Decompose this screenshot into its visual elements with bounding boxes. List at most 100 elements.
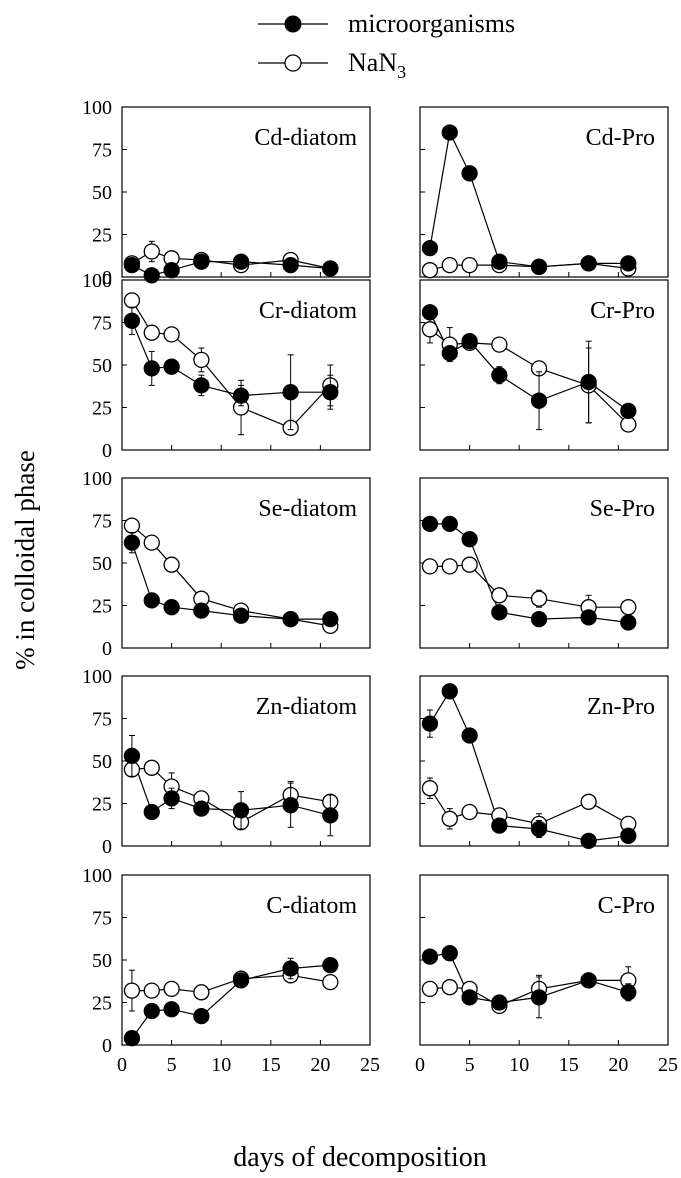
point-microorganisms [232, 253, 250, 270]
point-nan3 [491, 336, 508, 353]
point-microorganisms [123, 1030, 141, 1047]
x-tick-label: 5 [465, 1054, 475, 1076]
legend-open-label-base: NaN [348, 48, 397, 77]
point-nan3 [421, 558, 439, 575]
point-microorganisms [143, 267, 160, 284]
point-nan3 [461, 803, 478, 821]
series-line-nan3 [429, 787, 629, 825]
point-microorganisms [461, 333, 478, 350]
panel-title: Cd-diatom [254, 125, 357, 151]
point-nan3 [530, 590, 548, 607]
point-microorganisms [491, 367, 508, 384]
point-microorganisms [580, 972, 597, 989]
point-microorganisms [491, 994, 508, 1011]
panel-title: Se-diatom [258, 496, 357, 522]
y-tick-label: 0 [102, 1035, 112, 1057]
series-line-nan3 [429, 979, 629, 1007]
panel-zn-pro: Zn-Pro [419, 675, 669, 850]
point-microorganisms [123, 256, 141, 274]
y-tick-label: 0 [102, 440, 112, 462]
point-microorganisms [530, 820, 548, 838]
series-line-nan3 [429, 262, 629, 271]
point-microorganisms [163, 262, 180, 279]
x-axis-label: days of decomposition [233, 1142, 487, 1173]
point-microorganisms [322, 384, 339, 401]
y-tick-label: 0 [102, 638, 112, 660]
point-microorganisms [461, 727, 478, 744]
point-microorganisms [580, 255, 597, 272]
point-microorganisms [421, 515, 439, 533]
point-nan3 [163, 980, 180, 998]
point-nan3 [143, 243, 160, 260]
x-tick-label: 25 [360, 1054, 380, 1076]
point-nan3 [441, 558, 458, 575]
point-microorganisms [232, 802, 250, 819]
y-tick-label: 0 [102, 836, 112, 858]
point-microorganisms [441, 124, 458, 141]
point-microorganisms [461, 531, 478, 548]
y-tick-label: 75 [92, 709, 112, 731]
panel-se-diatom: 0 25 50 75 100 Se-diatom [82, 468, 371, 660]
x-tick-label: 20 [310, 1054, 330, 1076]
point-nan3 [123, 982, 141, 999]
point-microorganisms [441, 945, 458, 962]
y-tick-label: 25 [92, 794, 112, 816]
point-microorganisms [441, 683, 458, 700]
x-tick-label: 0 [415, 1054, 425, 1076]
y-tick-label: 50 [92, 355, 112, 377]
y-tick-label: 50 [92, 950, 112, 972]
y-tick-label: 75 [92, 908, 112, 930]
legend-filled-label: microorganisms [348, 9, 515, 38]
x-tick-label: 10 [509, 1054, 529, 1076]
x-tick-label: 15 [559, 1054, 579, 1076]
legend: microorganisms NaN3 [258, 9, 515, 82]
x-tick-label: 15 [261, 1054, 281, 1076]
series-line-microorganisms [429, 312, 629, 412]
point-microorganisms [620, 402, 637, 420]
y-tick-label: 100 [82, 865, 112, 887]
point-microorganisms [282, 797, 299, 814]
legend-open-label: NaN3 [348, 48, 406, 82]
point-microorganisms [491, 253, 508, 270]
point-microorganisms [143, 1002, 160, 1020]
series-line-nan3 [131, 767, 331, 823]
point-nan3 [441, 810, 458, 827]
point-microorganisms [620, 827, 637, 844]
point-microorganisms [421, 948, 439, 965]
point-microorganisms [530, 610, 548, 628]
point-microorganisms [461, 165, 478, 182]
y-tick-label: 50 [92, 182, 112, 204]
point-microorganisms [123, 534, 141, 551]
panel-title: C-Pro [598, 893, 655, 919]
panel-cr-diatom: 0 25 50 75 100 Cr-diatom [82, 270, 371, 462]
point-nan3 [441, 256, 458, 274]
point-nan3 [461, 556, 478, 573]
point-nan3 [163, 326, 180, 343]
x-tick-label: 5 [167, 1054, 177, 1076]
point-microorganisms [123, 312, 141, 329]
point-microorganisms [193, 377, 210, 394]
point-microorganisms [282, 960, 299, 977]
series-line-microorganisms [131, 320, 331, 397]
x-tick-label: 20 [608, 1054, 628, 1076]
panel-title: Zn-Pro [587, 694, 655, 720]
x-tick-label: 25 [658, 1054, 678, 1076]
panel-title: Cd-Pro [586, 125, 655, 151]
panel-se-pro: Se-Pro [419, 477, 669, 649]
panel-c-pro: 0 5 10 15 20 25 C-Pro [415, 874, 678, 1076]
point-microorganisms [282, 256, 299, 274]
y-tick-label: 100 [82, 468, 112, 490]
series-line-microorganisms [131, 755, 331, 816]
point-microorganisms [163, 1001, 180, 1018]
point-microorganisms [620, 984, 637, 1001]
panel-cd-pro: Cd-Pro [419, 106, 669, 279]
point-microorganisms [322, 956, 339, 974]
legend-open-label-subscript: 3 [397, 62, 406, 82]
point-microorganisms [123, 747, 141, 765]
y-axis-label: % in colloidal phase [10, 450, 40, 670]
point-nan3 [143, 759, 160, 776]
point-microorganisms [530, 258, 548, 275]
point-microorganisms [193, 1007, 210, 1025]
